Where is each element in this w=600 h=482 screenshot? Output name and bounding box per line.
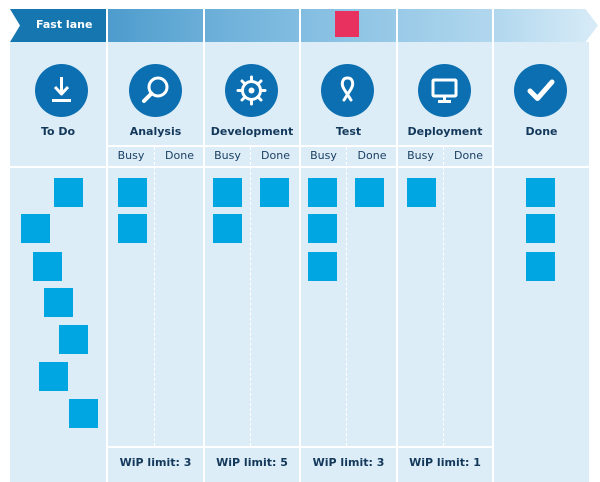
column-title-todo: To Do <box>40 125 76 138</box>
column-title-done: Done <box>525 125 558 138</box>
todo-card[interactable] <box>39 362 68 391</box>
todo-card[interactable] <box>21 214 50 243</box>
column-title-analysis: Analysis <box>129 125 182 138</box>
done-card[interactable] <box>526 178 555 207</box>
ribbon-icon <box>340 76 355 102</box>
fast-lane-segment-deployment <box>398 9 492 42</box>
gear-icon <box>236 75 267 106</box>
monitor-icon <box>431 78 458 103</box>
deployment-busy-card[interactable] <box>407 178 436 207</box>
development-wip-limit: WiP limit: 5 <box>216 456 288 469</box>
done-card[interactable] <box>526 214 555 243</box>
analysis-wip-limit: WiP limit: 3 <box>119 456 192 469</box>
column-title-test: Test <box>335 125 362 138</box>
development-split <box>250 147 251 446</box>
deployment-icon-circle <box>418 64 471 117</box>
todo-card[interactable] <box>59 325 88 354</box>
deployment-wip-limit: WiP limit: 1 <box>409 456 481 469</box>
fast-lane-label: Fast lane <box>36 18 93 31</box>
test-busy-card[interactable] <box>308 178 337 207</box>
checkmark-icon <box>527 79 555 101</box>
todo-card[interactable] <box>69 399 98 428</box>
test-split <box>346 147 347 446</box>
todo-icon-circle <box>35 64 88 117</box>
deployment-done-label: Done <box>454 149 483 162</box>
test-busy-card[interactable] <box>308 252 337 281</box>
analysis-busy-card[interactable] <box>118 214 147 243</box>
development-done-card[interactable] <box>260 178 289 207</box>
test-done-card[interactable] <box>355 178 384 207</box>
development-busy-card[interactable] <box>213 214 242 243</box>
header-divider <box>108 145 492 147</box>
development-busy-card[interactable] <box>213 178 242 207</box>
body-divider <box>10 166 589 168</box>
todo-card[interactable] <box>54 178 83 207</box>
analysis-busy-card[interactable] <box>118 178 147 207</box>
analysis-split <box>154 147 155 446</box>
fast-lane-segment-development <box>205 9 299 42</box>
download-icon <box>52 77 71 102</box>
todo-card[interactable] <box>33 252 62 281</box>
magnifier-icon <box>142 76 169 103</box>
development-icon-circle <box>225 64 278 117</box>
analysis-busy-label: Busy <box>117 149 145 162</box>
wip-divider <box>108 446 492 448</box>
test-busy-label: Busy <box>310 149 337 162</box>
column-title-development: Development <box>210 125 294 138</box>
done-icon-circle <box>514 64 567 117</box>
fast-lane-label-block: Fast lane <box>10 9 106 42</box>
done-card[interactable] <box>526 252 555 281</box>
fast-lane-segment-analysis <box>108 9 203 42</box>
deployment-split <box>443 147 444 446</box>
development-done-label: Done <box>261 149 290 162</box>
test-done-label: Done <box>357 149 387 162</box>
column-title-deployment: Deployment <box>407 125 483 138</box>
analysis-icon-circle <box>129 64 182 117</box>
deployment-busy-label: Busy <box>407 149 434 162</box>
fast-lane-card[interactable] <box>335 11 359 37</box>
test-wip-limit: WiP limit: 3 <box>312 456 385 469</box>
test-icon-circle <box>321 64 374 117</box>
development-busy-label: Busy <box>214 149 241 162</box>
analysis-done-label: Done <box>165 149 194 162</box>
test-busy-card[interactable] <box>308 214 337 243</box>
fast-lane-segment-done <box>494 9 598 42</box>
todo-card[interactable] <box>44 288 73 317</box>
